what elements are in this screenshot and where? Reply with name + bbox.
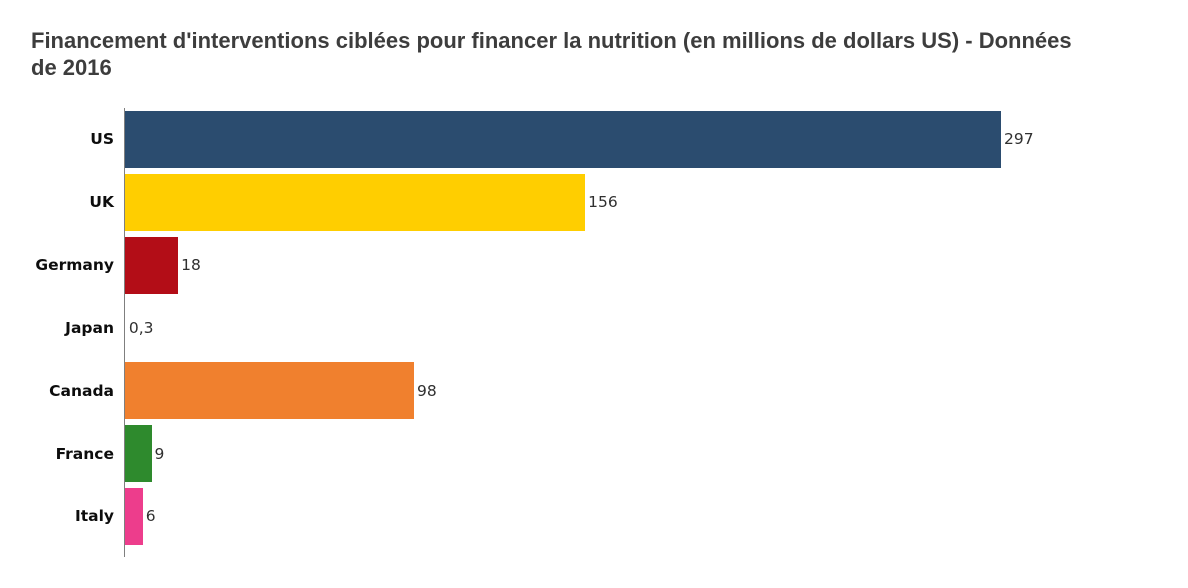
bar xyxy=(125,236,179,294)
category-label: US xyxy=(90,130,114,149)
value-label: 6 xyxy=(145,507,156,526)
bar-row: Japan 0,3 xyxy=(65,297,1165,360)
value-label: 0,3 xyxy=(128,318,154,337)
bar xyxy=(125,299,126,357)
bar-row: Germany 18 xyxy=(35,234,1165,297)
bar-row: UK 156 xyxy=(89,171,1165,234)
category-label: Germany xyxy=(35,256,114,275)
bars-container: US 297 UK 156 Germany 18 Japan 0,3 Canada 98 Franc… xyxy=(35,108,1165,548)
value-label: 98 xyxy=(417,381,437,400)
value-label: 18 xyxy=(181,256,201,275)
bar xyxy=(125,110,1001,168)
category-label: UK xyxy=(89,193,114,212)
bar xyxy=(125,425,152,483)
bar-row: Canada 98 xyxy=(49,359,1165,422)
bar xyxy=(125,362,415,420)
bar-row: France 9 xyxy=(56,422,1165,485)
bar-row: Italy 6 xyxy=(75,485,1165,548)
value-label: 156 xyxy=(588,193,618,212)
category-label: Italy xyxy=(74,507,114,526)
bar-row: US 297 xyxy=(90,108,1165,171)
category-label: Japan xyxy=(65,318,114,337)
category-label: Canada xyxy=(49,381,114,400)
y-axis-line xyxy=(124,108,125,557)
category-label: France xyxy=(55,444,114,463)
bar xyxy=(125,173,586,231)
bar xyxy=(125,487,143,545)
value-label: 297 xyxy=(1004,130,1034,149)
chart-title: Financement d'interventions ciblées pour… xyxy=(31,28,1072,80)
plot-area: US 297 UK 156 Germany 18 Japan 0,3 Canada 98 Franc… xyxy=(35,108,1165,557)
value-label: 9 xyxy=(154,444,165,463)
